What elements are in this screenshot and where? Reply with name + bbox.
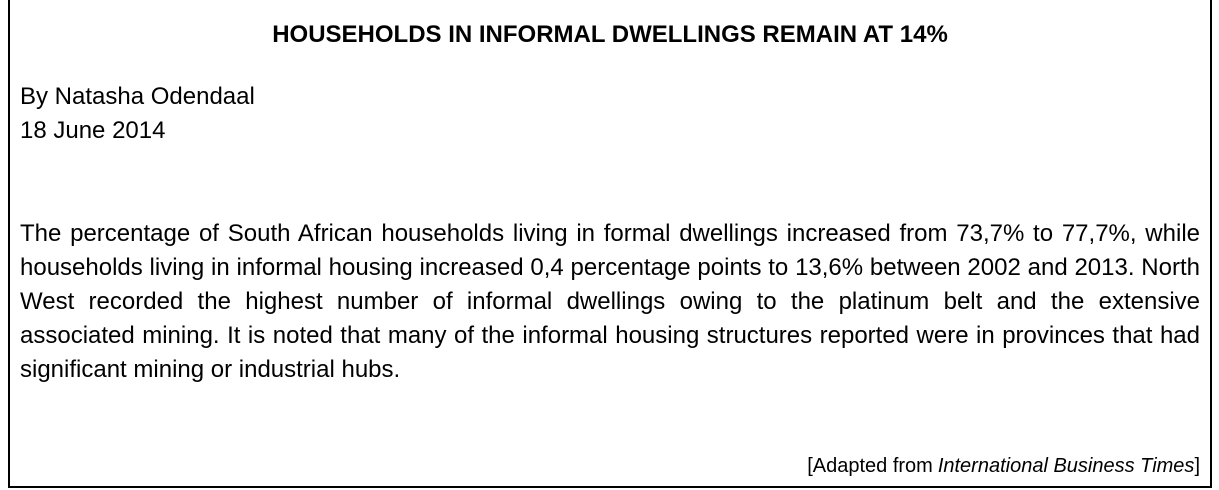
body-paragraph: The percentage of South African househol… (20, 220, 1200, 383)
source: [Adapted from International Business Time… (807, 451, 1200, 481)
headline: HOUSEHOLDS IN INFORMAL DWELLINGS REMAIN … (272, 21, 948, 48)
date: 18 June 2014 (20, 117, 166, 144)
source-publication: International Business Times (937, 455, 1195, 477)
author: By Natasha Odendaal (20, 83, 255, 110)
article-box: HOUSEHOLDS IN INFORMAL DWELLINGS REMAIN … (8, 0, 1212, 488)
source-prefix: [Adapted from (807, 455, 933, 477)
byline: By Natasha Odendaal 18 June 2014 (20, 80, 255, 148)
source-suffix: ] (1194, 455, 1200, 477)
